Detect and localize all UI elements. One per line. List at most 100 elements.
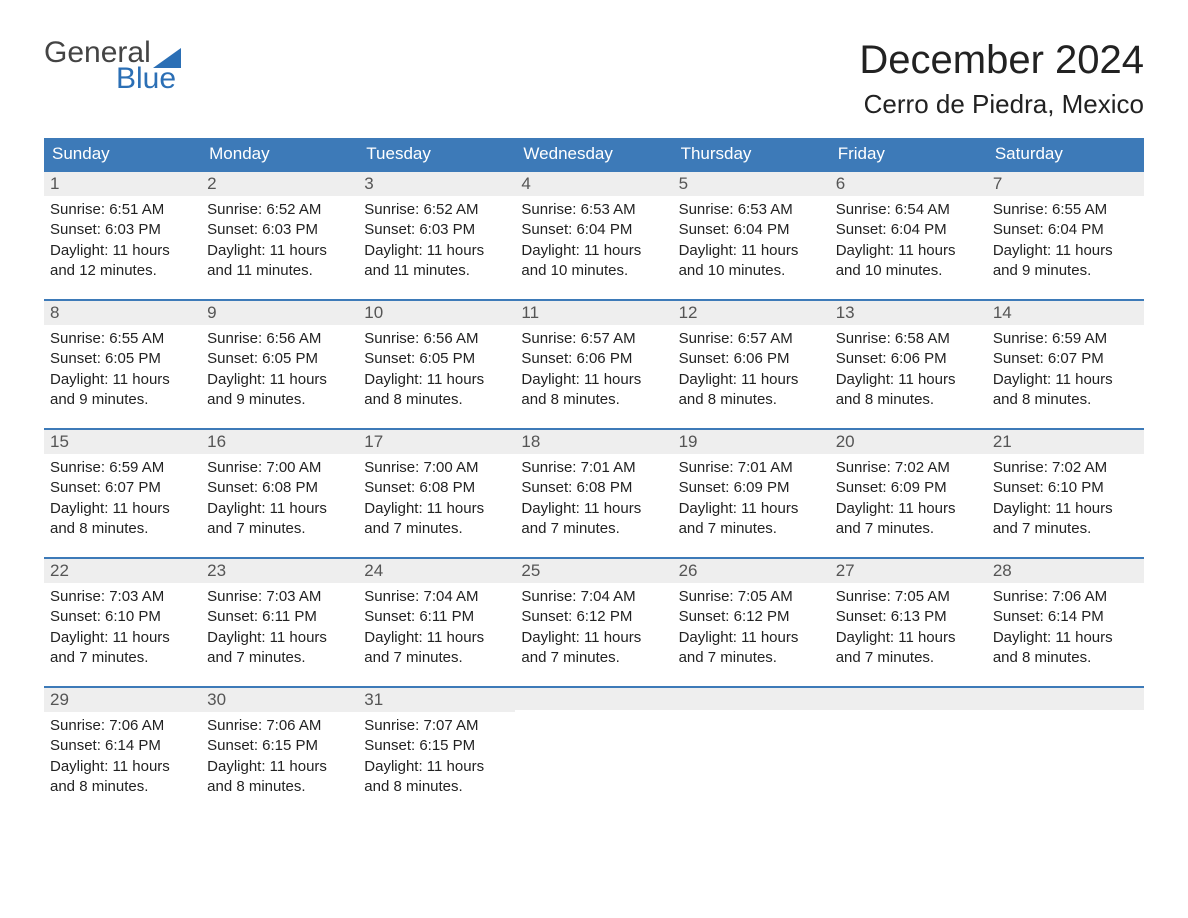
sunrise-line: Sunrise: 7:02 AM xyxy=(836,458,981,478)
day-details: Sunrise: 7:04 AMSunset: 6:11 PMDaylight:… xyxy=(358,583,515,668)
calendar-day: 6Sunrise: 6:54 AMSunset: 6:04 PMDaylight… xyxy=(830,170,987,281)
daylight-line-2: and 10 minutes. xyxy=(836,261,981,281)
day-number: 6 xyxy=(830,170,987,196)
day-details: Sunrise: 7:03 AMSunset: 6:11 PMDaylight:… xyxy=(201,583,358,668)
day-number: 21 xyxy=(987,428,1144,454)
calendar-day: 22Sunrise: 7:03 AMSunset: 6:10 PMDayligh… xyxy=(44,557,201,668)
day-details: Sunrise: 6:57 AMSunset: 6:06 PMDaylight:… xyxy=(673,325,830,410)
sunrise-line: Sunrise: 6:57 AM xyxy=(521,329,666,349)
daylight-line-1: Daylight: 11 hours xyxy=(836,241,981,261)
sunrise-line: Sunrise: 6:55 AM xyxy=(993,200,1138,220)
sunset-line: Sunset: 6:12 PM xyxy=(679,607,824,627)
daylight-line-2: and 9 minutes. xyxy=(993,261,1138,281)
calendar-day: 25Sunrise: 7:04 AMSunset: 6:12 PMDayligh… xyxy=(515,557,672,668)
daylight-line-2: and 7 minutes. xyxy=(679,519,824,539)
calendar-day: 19Sunrise: 7:01 AMSunset: 6:09 PMDayligh… xyxy=(673,428,830,539)
calendar-body: 1Sunrise: 6:51 AMSunset: 6:03 PMDaylight… xyxy=(44,170,1144,797)
sunset-line: Sunset: 6:05 PM xyxy=(207,349,352,369)
daylight-line-1: Daylight: 11 hours xyxy=(207,241,352,261)
calendar-week: 22Sunrise: 7:03 AMSunset: 6:10 PMDayligh… xyxy=(44,557,1144,668)
day-details: Sunrise: 6:51 AMSunset: 6:03 PMDaylight:… xyxy=(44,196,201,281)
sunrise-line: Sunrise: 7:06 AM xyxy=(207,716,352,736)
daylight-line-2: and 10 minutes. xyxy=(521,261,666,281)
daylight-line-2: and 7 minutes. xyxy=(50,648,195,668)
sunrise-line: Sunrise: 6:56 AM xyxy=(364,329,509,349)
title-block: December 2024 Cerro de Piedra, Mexico xyxy=(859,38,1144,120)
calendar-day: 8Sunrise: 6:55 AMSunset: 6:05 PMDaylight… xyxy=(44,299,201,410)
day-number: 10 xyxy=(358,299,515,325)
day-details: Sunrise: 7:04 AMSunset: 6:12 PMDaylight:… xyxy=(515,583,672,668)
sunrise-line: Sunrise: 6:56 AM xyxy=(207,329,352,349)
calendar-day: 7Sunrise: 6:55 AMSunset: 6:04 PMDaylight… xyxy=(987,170,1144,281)
day-number: 28 xyxy=(987,557,1144,583)
day-number: 8 xyxy=(44,299,201,325)
sunset-line: Sunset: 6:13 PM xyxy=(836,607,981,627)
day-details: Sunrise: 7:01 AMSunset: 6:08 PMDaylight:… xyxy=(515,454,672,539)
sunset-line: Sunset: 6:04 PM xyxy=(836,220,981,240)
day-number: 18 xyxy=(515,428,672,454)
calendar-day-empty xyxy=(515,686,672,797)
day-details xyxy=(987,710,1144,780)
daylight-line-2: and 8 minutes. xyxy=(993,648,1138,668)
day-details: Sunrise: 6:57 AMSunset: 6:06 PMDaylight:… xyxy=(515,325,672,410)
calendar-day: 12Sunrise: 6:57 AMSunset: 6:06 PMDayligh… xyxy=(673,299,830,410)
daylight-line-1: Daylight: 11 hours xyxy=(50,241,195,261)
weekday-thursday: Thursday xyxy=(673,138,830,170)
sunset-line: Sunset: 6:04 PM xyxy=(521,220,666,240)
calendar-day: 3Sunrise: 6:52 AMSunset: 6:03 PMDaylight… xyxy=(358,170,515,281)
calendar-day: 27Sunrise: 7:05 AMSunset: 6:13 PMDayligh… xyxy=(830,557,987,668)
sunrise-line: Sunrise: 6:58 AM xyxy=(836,329,981,349)
location-subtitle: Cerro de Piedra, Mexico xyxy=(859,89,1144,120)
calendar-day: 13Sunrise: 6:58 AMSunset: 6:06 PMDayligh… xyxy=(830,299,987,410)
calendar-day: 11Sunrise: 6:57 AMSunset: 6:06 PMDayligh… xyxy=(515,299,672,410)
calendar-day: 26Sunrise: 7:05 AMSunset: 6:12 PMDayligh… xyxy=(673,557,830,668)
daylight-line-2: and 7 minutes. xyxy=(836,648,981,668)
sunrise-line: Sunrise: 7:04 AM xyxy=(364,587,509,607)
day-number: 12 xyxy=(673,299,830,325)
sunset-line: Sunset: 6:10 PM xyxy=(993,478,1138,498)
day-number xyxy=(830,686,987,710)
day-number: 9 xyxy=(201,299,358,325)
daylight-line-2: and 8 minutes. xyxy=(50,777,195,797)
daylight-line-1: Daylight: 11 hours xyxy=(364,628,509,648)
day-details xyxy=(673,710,830,780)
day-number: 29 xyxy=(44,686,201,712)
daylight-line-1: Daylight: 11 hours xyxy=(207,757,352,777)
weekday-friday: Friday xyxy=(830,138,987,170)
sunset-line: Sunset: 6:04 PM xyxy=(993,220,1138,240)
sunset-line: Sunset: 6:06 PM xyxy=(836,349,981,369)
sunset-line: Sunset: 6:09 PM xyxy=(836,478,981,498)
day-number: 13 xyxy=(830,299,987,325)
calendar-week: 15Sunrise: 6:59 AMSunset: 6:07 PMDayligh… xyxy=(44,428,1144,539)
daylight-line-2: and 7 minutes. xyxy=(679,648,824,668)
daylight-line-1: Daylight: 11 hours xyxy=(993,499,1138,519)
sunset-line: Sunset: 6:03 PM xyxy=(50,220,195,240)
page-title: December 2024 xyxy=(859,38,1144,83)
calendar-day: 20Sunrise: 7:02 AMSunset: 6:09 PMDayligh… xyxy=(830,428,987,539)
sunset-line: Sunset: 6:11 PM xyxy=(207,607,352,627)
daylight-line-1: Daylight: 11 hours xyxy=(993,370,1138,390)
daylight-line-2: and 9 minutes. xyxy=(50,390,195,410)
day-details xyxy=(515,710,672,780)
day-number: 16 xyxy=(201,428,358,454)
sunrise-line: Sunrise: 7:01 AM xyxy=(679,458,824,478)
calendar-day: 9Sunrise: 6:56 AMSunset: 6:05 PMDaylight… xyxy=(201,299,358,410)
sunset-line: Sunset: 6:03 PM xyxy=(207,220,352,240)
weekday-saturday: Saturday xyxy=(987,138,1144,170)
sunrise-line: Sunrise: 7:01 AM xyxy=(521,458,666,478)
day-number: 14 xyxy=(987,299,1144,325)
sunrise-line: Sunrise: 7:05 AM xyxy=(836,587,981,607)
calendar-week: 8Sunrise: 6:55 AMSunset: 6:05 PMDaylight… xyxy=(44,299,1144,410)
calendar-day: 5Sunrise: 6:53 AMSunset: 6:04 PMDaylight… xyxy=(673,170,830,281)
daylight-line-2: and 8 minutes. xyxy=(364,777,509,797)
calendar-day-empty xyxy=(673,686,830,797)
sunset-line: Sunset: 6:04 PM xyxy=(679,220,824,240)
daylight-line-2: and 11 minutes. xyxy=(207,261,352,281)
sunrise-line: Sunrise: 6:53 AM xyxy=(679,200,824,220)
day-number: 19 xyxy=(673,428,830,454)
daylight-line-2: and 8 minutes. xyxy=(836,390,981,410)
sunrise-line: Sunrise: 7:06 AM xyxy=(50,716,195,736)
day-number: 4 xyxy=(515,170,672,196)
calendar-day: 16Sunrise: 7:00 AMSunset: 6:08 PMDayligh… xyxy=(201,428,358,539)
day-number: 7 xyxy=(987,170,1144,196)
